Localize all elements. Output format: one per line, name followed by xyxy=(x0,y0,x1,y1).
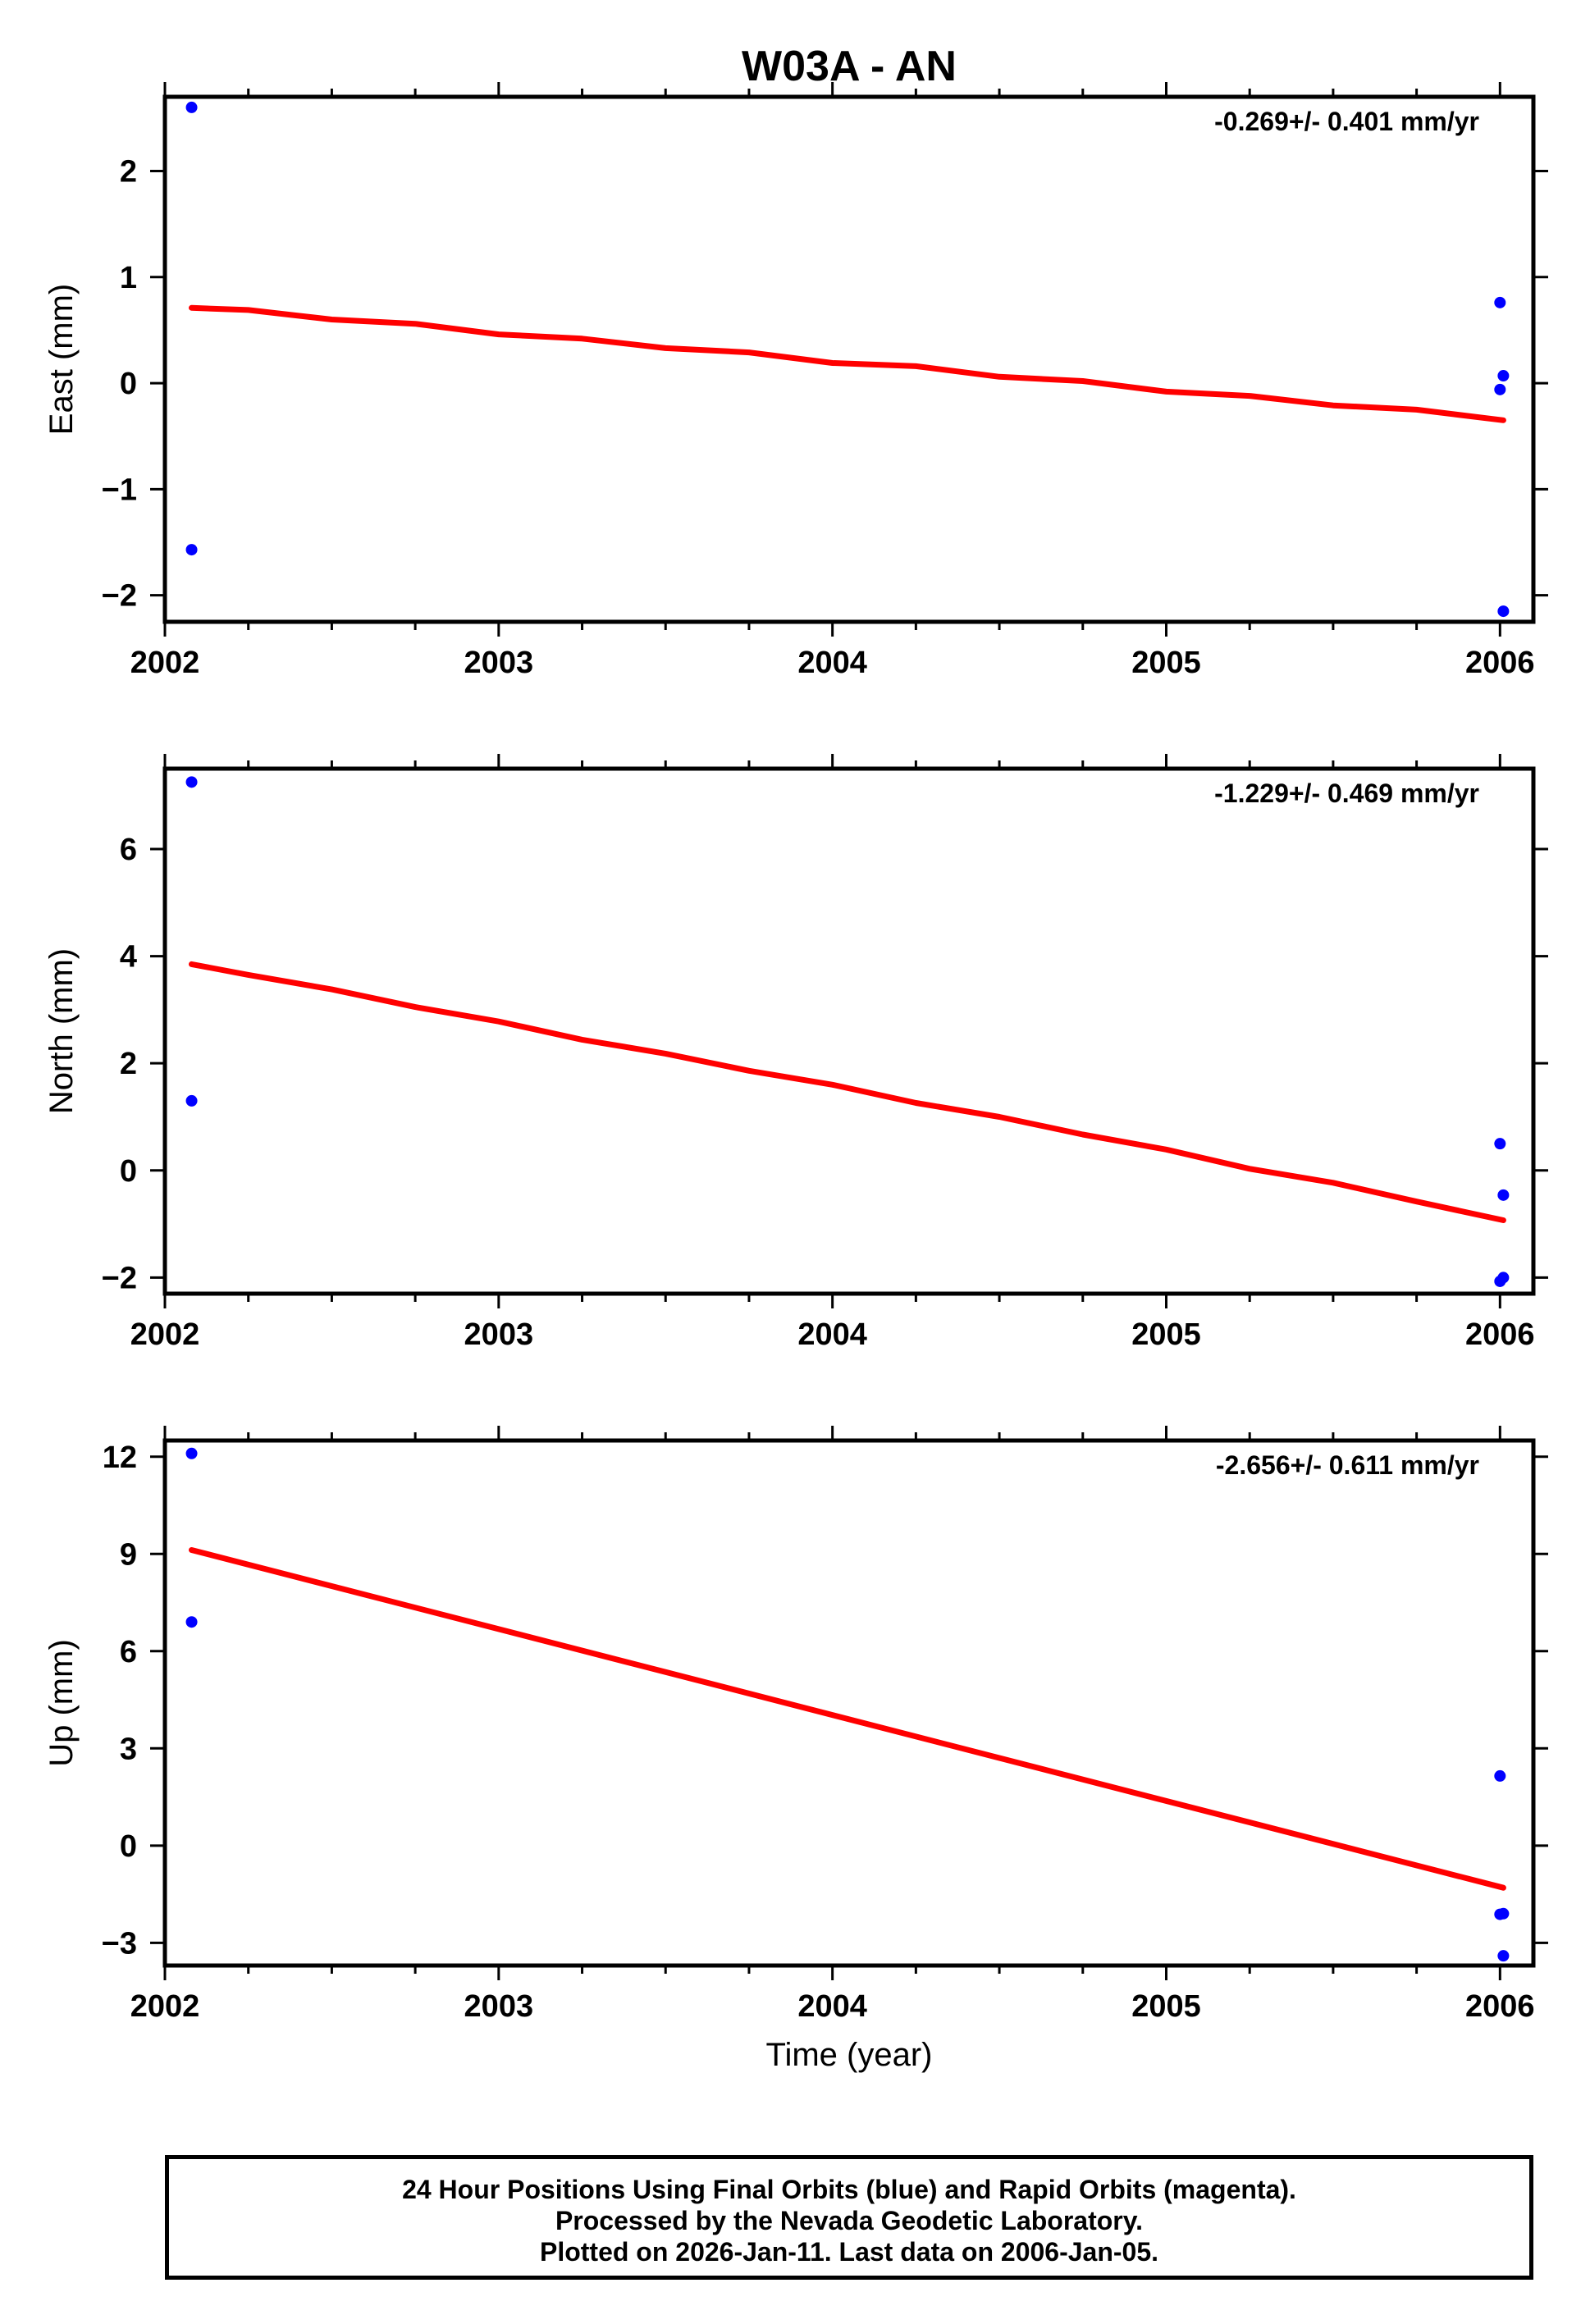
y-tick-label: 6 xyxy=(120,1635,137,1669)
y-tick-label: 0 xyxy=(120,1154,137,1189)
y-tick-label: 2 xyxy=(120,155,137,189)
rate-label: -2.656+/- 0.611 mm/yr xyxy=(1216,1450,1479,1480)
x-tick-label: 2004 xyxy=(797,1317,867,1352)
x-tick-label: 2005 xyxy=(1131,646,1201,680)
x-tick-label: 2002 xyxy=(130,646,200,680)
footer-line-1: 24 Hour Positions Using Final Orbits (bl… xyxy=(402,2175,1296,2204)
data-point xyxy=(1497,1950,1510,1962)
panel-2: 2002 2003 2004 2005 2006 −2 0 2 4 6 North (mm) -1.2… xyxy=(43,754,1548,1352)
y-tick-label: 6 xyxy=(120,833,137,867)
data-point xyxy=(1494,296,1506,308)
y-axis-label: North (mm) xyxy=(43,948,80,1114)
panel-3: 2002 2003 2004 2005 2006 −3 0 3 6 9 12 Up (mm) -2.65… xyxy=(43,1426,1548,2024)
trend-fit-line xyxy=(189,961,1506,1223)
y-tick-label: 2 xyxy=(120,1047,137,1081)
plot-frame xyxy=(162,1438,1536,1968)
footer-line-2: Processed by the Nevada Geodetic Laborat… xyxy=(555,2206,1144,2235)
x-tick-label: 2005 xyxy=(1131,1989,1201,2024)
y-axis-label: Up (mm) xyxy=(43,1639,80,1767)
x-tick-label: 2003 xyxy=(464,1989,534,2024)
y-tick-label: 3 xyxy=(120,1732,137,1766)
data-point xyxy=(1494,1908,1506,1920)
data-point xyxy=(185,544,198,556)
x-tick-label: 2004 xyxy=(797,1989,867,2024)
rate-label: -0.269+/- 0.401 mm/yr xyxy=(1214,107,1479,136)
y-tick-label: 1 xyxy=(120,261,137,295)
x-tick-label: 2003 xyxy=(464,1317,534,1352)
y-tick-label: −2 xyxy=(102,579,137,614)
data-point xyxy=(185,1094,198,1107)
footer-line-3: Plotted on 2026-Jan-11. Last data on 200… xyxy=(539,2237,1159,2267)
y-tick-label: −2 xyxy=(102,1261,137,1295)
footer-box: 24 Hour Positions Using Final Orbits (bl… xyxy=(165,2155,1533,2280)
plot-frame xyxy=(162,766,1536,1296)
y-axis-label: East (mm) xyxy=(43,284,80,435)
data-point xyxy=(185,101,198,113)
x-tick-label: 2006 xyxy=(1465,1989,1535,2024)
y-tick-label: 12 xyxy=(103,1441,137,1475)
x-tick-label: 2003 xyxy=(464,646,534,680)
data-point xyxy=(1494,1769,1506,1782)
data-point xyxy=(1494,1275,1506,1287)
plot-frame xyxy=(162,94,1536,624)
y-tick-label: −1 xyxy=(102,473,137,507)
chart-title: W03A - AN xyxy=(742,43,957,90)
y-tick-label: 4 xyxy=(120,940,137,975)
y-tick-label: 0 xyxy=(120,1829,137,1864)
data-point xyxy=(1497,370,1510,382)
panel-1: 2002 2003 2004 2005 2006 −2 −1 0 1 2 East (mm) -0.2… xyxy=(43,82,1548,680)
y-tick-label: −3 xyxy=(102,1926,137,1961)
x-tick-label: 2006 xyxy=(1465,1317,1535,1352)
data-point xyxy=(185,1447,198,1459)
data-point xyxy=(1494,383,1506,395)
x-tick-label: 2002 xyxy=(130,1989,200,2024)
x-tick-label: 2005 xyxy=(1131,1317,1201,1352)
trend-fit-line xyxy=(189,1547,1506,1891)
y-tick-label: 9 xyxy=(120,1537,137,1572)
y-tick-label: 0 xyxy=(120,367,137,401)
trend-fit-line xyxy=(189,304,1506,423)
x-axis-label: Time (year) xyxy=(766,2037,933,2073)
x-tick-label: 2002 xyxy=(130,1317,200,1352)
data-point xyxy=(1497,1189,1510,1201)
data-point xyxy=(185,776,198,788)
data-point xyxy=(1494,1138,1506,1150)
data-point xyxy=(1497,605,1510,618)
rate-label: -1.229+/- 0.469 mm/yr xyxy=(1214,778,1479,808)
x-tick-label: 2006 xyxy=(1465,646,1535,680)
x-tick-label: 2004 xyxy=(797,646,867,680)
data-point xyxy=(185,1616,198,1628)
